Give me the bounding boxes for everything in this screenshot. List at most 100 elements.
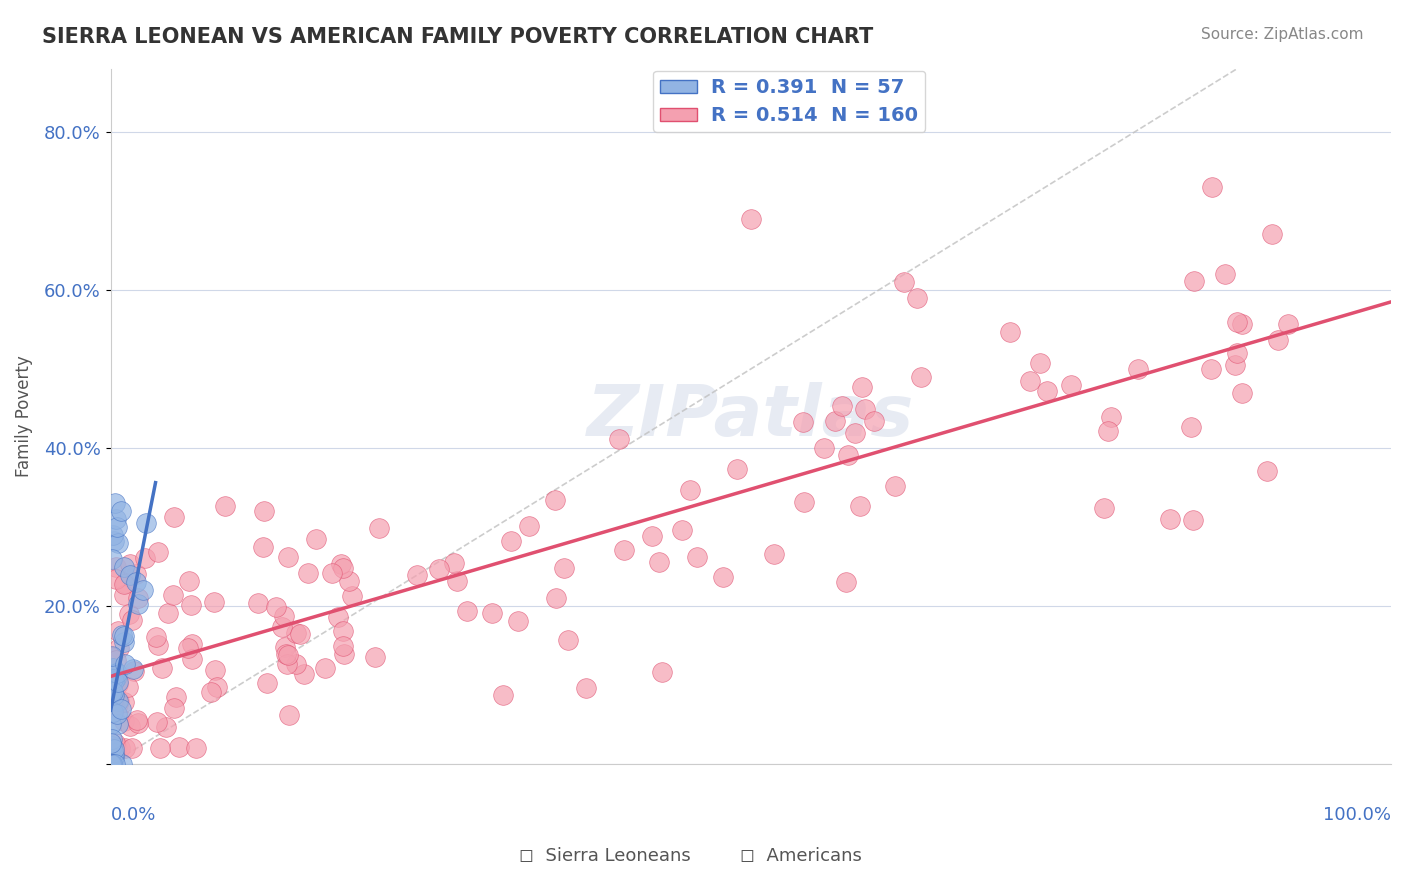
Americans bbox=[1199, 361, 1222, 376]
Sierra Leoneans bbox=[101, 757, 124, 772]
Americans bbox=[328, 610, 350, 624]
Americans bbox=[274, 647, 297, 661]
Americans bbox=[163, 510, 186, 524]
Americans bbox=[181, 652, 204, 666]
Sierra Leoneans bbox=[104, 757, 127, 772]
Americans bbox=[177, 574, 200, 588]
Americans bbox=[1029, 356, 1052, 370]
Americans bbox=[853, 402, 876, 417]
Sierra Leoneans bbox=[122, 662, 145, 676]
Americans bbox=[491, 688, 513, 702]
Americans bbox=[167, 740, 190, 755]
Sierra Leoneans bbox=[107, 536, 129, 550]
Sierra Leoneans bbox=[103, 533, 125, 548]
Americans bbox=[108, 641, 131, 656]
Americans bbox=[277, 550, 299, 565]
Sierra Leoneans bbox=[100, 757, 122, 772]
Text: 0.0%: 0.0% bbox=[111, 806, 156, 824]
Americans bbox=[125, 567, 148, 582]
Americans bbox=[339, 574, 361, 588]
Americans bbox=[276, 657, 298, 672]
Sierra Leoneans bbox=[100, 757, 122, 772]
Americans bbox=[162, 588, 184, 602]
Americans bbox=[792, 415, 814, 429]
Americans bbox=[506, 614, 529, 628]
Americans bbox=[118, 719, 141, 733]
Americans bbox=[118, 607, 141, 622]
Americans bbox=[340, 589, 363, 603]
Americans bbox=[104, 572, 127, 586]
Americans bbox=[117, 681, 139, 695]
Americans bbox=[835, 575, 858, 590]
Americans bbox=[647, 555, 669, 569]
Sierra Leoneans bbox=[101, 732, 124, 747]
Americans bbox=[427, 561, 450, 575]
Sierra Leoneans bbox=[100, 757, 122, 772]
Americans bbox=[1226, 315, 1249, 329]
Americans bbox=[1159, 512, 1181, 526]
Americans bbox=[651, 665, 673, 679]
Americans bbox=[831, 399, 853, 413]
Text: Source: ZipAtlas.com: Source: ZipAtlas.com bbox=[1201, 27, 1364, 42]
Americans bbox=[181, 636, 204, 650]
Americans bbox=[104, 736, 127, 750]
Sierra Leoneans bbox=[103, 496, 125, 510]
Americans bbox=[112, 589, 135, 603]
Americans bbox=[278, 708, 301, 723]
Sierra Leoneans bbox=[111, 757, 134, 772]
Sierra Leoneans bbox=[118, 567, 141, 582]
Americans bbox=[264, 599, 287, 614]
Sierra Leoneans bbox=[100, 736, 122, 750]
Americans bbox=[332, 624, 354, 638]
Americans bbox=[793, 495, 815, 509]
Americans bbox=[813, 441, 835, 455]
Americans bbox=[105, 560, 128, 574]
Americans bbox=[297, 566, 319, 580]
Americans bbox=[1092, 501, 1115, 516]
Americans bbox=[1256, 464, 1278, 478]
Sierra Leoneans bbox=[107, 717, 129, 731]
Americans bbox=[740, 211, 762, 226]
Sierra Leoneans bbox=[101, 661, 124, 675]
Americans bbox=[321, 566, 343, 580]
Americans bbox=[146, 638, 169, 652]
Sierra Leoneans bbox=[100, 649, 122, 664]
Text: ZIPatlas: ZIPatlas bbox=[588, 382, 914, 450]
Americans bbox=[575, 681, 598, 696]
Sierra Leoneans bbox=[110, 504, 132, 518]
Americans bbox=[333, 648, 356, 662]
Americans bbox=[204, 664, 226, 678]
Sierra Leoneans bbox=[103, 688, 125, 702]
Sierra Leoneans bbox=[105, 706, 128, 721]
Americans bbox=[1267, 334, 1289, 348]
Americans bbox=[446, 574, 468, 588]
Americans bbox=[1182, 513, 1205, 527]
Sierra Leoneans bbox=[112, 635, 135, 649]
Americans bbox=[405, 568, 427, 582]
Sierra Leoneans bbox=[103, 528, 125, 542]
Americans bbox=[107, 677, 129, 691]
Americans bbox=[274, 640, 297, 655]
Sierra Leoneans bbox=[111, 628, 134, 642]
Sierra Leoneans bbox=[105, 665, 128, 680]
Sierra Leoneans bbox=[100, 716, 122, 731]
Americans bbox=[145, 630, 167, 644]
Text: ◻  Sierra Leoneans: ◻ Sierra Leoneans bbox=[519, 847, 690, 865]
Americans bbox=[499, 533, 522, 548]
Americans bbox=[517, 518, 540, 533]
Americans bbox=[205, 680, 228, 694]
Americans bbox=[290, 627, 312, 641]
Sierra Leoneans bbox=[101, 757, 124, 772]
Sierra Leoneans bbox=[104, 665, 127, 680]
Americans bbox=[363, 650, 385, 665]
Americans bbox=[107, 694, 129, 708]
Americans bbox=[108, 741, 131, 756]
Sierra Leoneans bbox=[135, 516, 157, 530]
Americans bbox=[177, 641, 200, 656]
Americans bbox=[893, 275, 915, 289]
Text: SIERRA LEONEAN VS AMERICAN FAMILY POVERTY CORRELATION CHART: SIERRA LEONEAN VS AMERICAN FAMILY POVERT… bbox=[42, 27, 873, 46]
Americans bbox=[114, 577, 136, 591]
Sierra Leoneans bbox=[105, 520, 128, 534]
Americans bbox=[1261, 227, 1284, 241]
Americans bbox=[271, 620, 294, 634]
